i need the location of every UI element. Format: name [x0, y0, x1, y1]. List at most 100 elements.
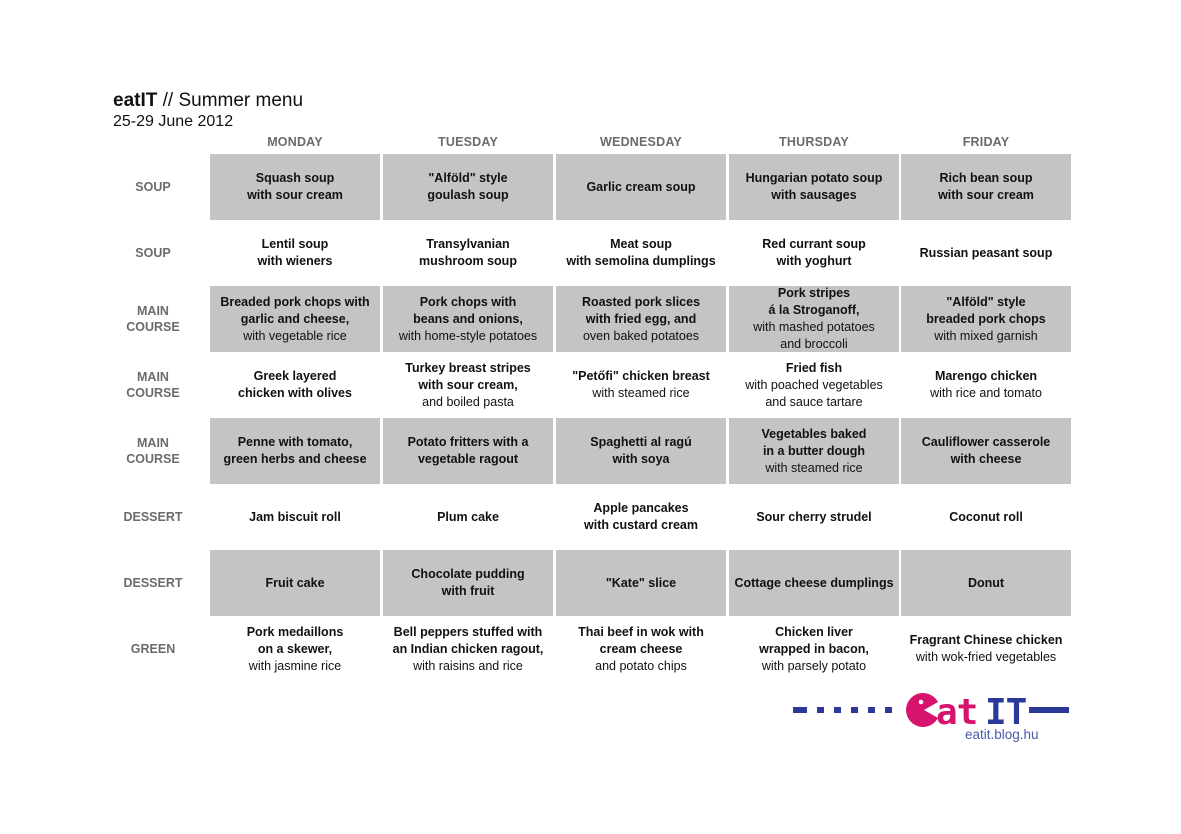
dish-name: Spaghetti al ragú with soya	[590, 435, 692, 466]
dish-side: oven baked potatoes	[582, 328, 700, 343]
dish-side: with wok-fried vegetables	[915, 650, 1057, 664]
dish-side: with raisins and rice	[413, 658, 523, 673]
row-label: DESSERT	[123, 510, 183, 524]
dish-name: "Alföld" style breaded pork chops	[926, 294, 1046, 326]
title-text: // Summer menu	[157, 90, 304, 111]
menu-cell: Bell peppers stuffed with an Indian chic…	[383, 616, 553, 682]
menu-cell: Chicken liver wrapped in bacon, with pars…	[729, 616, 899, 682]
row-label: GREEN	[130, 642, 176, 656]
menu-cell: Transylvanian mushroom soup	[383, 220, 553, 286]
brand-name: eatIT	[113, 90, 158, 111]
day-header-monday: MONDAY	[267, 135, 323, 149]
dish-name: Penne with tomato, green herbs and chees…	[223, 435, 367, 466]
dish-name: Transylvanian mushroom soup	[419, 237, 517, 268]
dish-name: Rich bean soup with sour cream	[938, 171, 1034, 202]
dish-name: Donut	[967, 575, 1005, 590]
menu-cell: Apple pancakes with custard cream	[556, 484, 726, 550]
dish-name: Fruit cake	[265, 575, 325, 590]
dish-name: Bell peppers stuffed with an Indian chic…	[392, 624, 544, 656]
dish-name: Pork chops with beans and onions,	[413, 294, 523, 326]
menu-cell: "Alföld" style breaded pork chops with mi…	[901, 286, 1071, 352]
dish-name: Cottage cheese dumplings	[734, 575, 894, 590]
dish-name: Apple pancakes with custard cream	[584, 501, 698, 532]
day-header-thursday: THURSDAY	[779, 135, 849, 149]
menu-cell: Coconut roll	[901, 484, 1071, 550]
menu-cell: Cauliflower casserole with cheese	[901, 418, 1071, 484]
row-label: MAIN COURSE	[126, 370, 180, 400]
menu-cell: Squash soup with sour cream	[210, 154, 380, 220]
dish-name: Russian peasant soup	[919, 245, 1053, 260]
day-header-friday: FRIDAY	[962, 135, 1010, 149]
menu-cell: Lentil soup with wieners	[210, 220, 380, 286]
dish-name: Cauliflower casserole with cheese	[921, 435, 1051, 466]
dish-name: Jam biscuit roll	[249, 509, 341, 524]
dish-name: Roasted pork slices with fried egg, and	[581, 294, 701, 326]
dish-side: with home-style potatoes	[398, 328, 538, 343]
menu-cell: Thai beef in wok with cream cheese and po…	[556, 616, 726, 682]
dish-name: Lentil soup with wieners	[257, 237, 333, 268]
dish-name: Red currant soup with yoghurt	[762, 237, 866, 268]
dish-name: Coconut roll	[949, 509, 1023, 524]
day-header-tuesday: TUESDAY	[438, 135, 498, 149]
page-title: eatIT // Summer menu	[113, 90, 303, 112]
menu-cell: "Kate" slice	[556, 550, 726, 616]
menu-cell: Turkey breast stripes with sour cream, an…	[383, 352, 553, 418]
dish-name: Greek layered chicken with olives	[238, 369, 352, 400]
day-header-wednesday: WEDNESDAY	[600, 135, 682, 149]
dish-name: Marengo chicken	[934, 369, 1038, 383]
dish-name: Squash soup with sour cream	[247, 171, 343, 202]
row-label: MAIN COURSE	[126, 436, 180, 466]
dish-name: "Petőfi" chicken breast	[572, 369, 710, 383]
dish-side: with steamed rice	[765, 460, 863, 475]
dish-side: with steamed rice	[592, 386, 690, 400]
menu-cell: Plum cake	[383, 484, 553, 550]
menu-cell: Pork stripes á la Stroganoff, with mashed…	[729, 286, 899, 352]
svg-text:at: at	[936, 692, 977, 733]
menu-cell: Hungarian potato soup with sausages	[729, 154, 899, 220]
dish-side: and potato chips	[595, 658, 687, 673]
dish-name: Pork medaillons on a skewer,	[246, 624, 344, 656]
menu-cell: Rich bean soup with sour cream	[901, 154, 1071, 220]
menu-cell: Donut	[901, 550, 1071, 616]
dish-name: Chocolate pudding with fruit	[411, 567, 525, 598]
dish-name: Hungarian potato soup with sausages	[745, 171, 883, 202]
header: eatIT // Summer menu 25-29 June 2012	[113, 90, 303, 132]
dish-name: Chicken liver wrapped in bacon,	[759, 624, 869, 656]
row-label: DESSERT	[123, 576, 183, 590]
dish-name: Fragrant Chinese chicken	[909, 633, 1063, 647]
menu-cell: Marengo chicken with rice and tomato	[901, 352, 1071, 418]
row-label: SOUP	[135, 180, 171, 194]
menu-cell: "Alföld" style goulash soup	[383, 154, 553, 220]
dish-name: Meat soup with semolina dumplings	[566, 237, 716, 268]
menu-cell: Vegetables baked in a butter dough with s…	[729, 418, 899, 484]
dish-side: with rice and tomato	[930, 386, 1042, 400]
dish-side: with jasmine rice	[248, 658, 342, 673]
menu-cell: Fried fish with poached vegetables and sa…	[729, 352, 899, 418]
dish-name: Vegetables baked in a butter dough	[761, 426, 867, 458]
menu-cell: Greek layered chicken with olives	[210, 352, 380, 418]
menu-cell: Russian peasant soup	[901, 220, 1071, 286]
menu-cell: Penne with tomato, green herbs and chees…	[210, 418, 380, 484]
dish-name: Pork stripes á la Stroganoff,	[768, 286, 860, 317]
svg-text:IT: IT	[985, 692, 1027, 733]
dish-name: Breaded pork chops with garlic and chees…	[220, 294, 370, 326]
menu-cell: Meat soup with semolina dumplings	[556, 220, 726, 286]
dish-name: Fried fish	[785, 360, 843, 375]
row-label: MAIN COURSE	[126, 304, 180, 334]
menu-cell: Chocolate pudding with fruit	[383, 550, 553, 616]
menu-cell: Breaded pork chops with garlic and chees…	[210, 286, 380, 352]
menu-cell: Red currant soup with yoghurt	[729, 220, 899, 286]
dish-name: Potato fritters with a vegetable ragout	[407, 435, 529, 466]
dish-side: and boiled pasta	[422, 394, 514, 409]
dish-name: Thai beef in wok with cream cheese	[578, 624, 704, 656]
dish-name: "Kate" slice	[605, 575, 677, 590]
menu-cell: Roasted pork slices with fried egg, and o…	[556, 286, 726, 352]
menu-cell: Pork medaillons on a skewer, with jasmine…	[210, 616, 380, 682]
dish-side: with vegetable rice	[243, 328, 347, 343]
menu-cell: Jam biscuit roll	[210, 484, 380, 550]
dish-side: with poached vegetables and sauce tartar…	[745, 377, 883, 409]
menu-cell: Pork chops with beans and onions, with ho…	[383, 286, 553, 352]
menu-cell: Garlic cream soup	[556, 154, 726, 220]
dish-name: Garlic cream soup	[586, 179, 696, 194]
